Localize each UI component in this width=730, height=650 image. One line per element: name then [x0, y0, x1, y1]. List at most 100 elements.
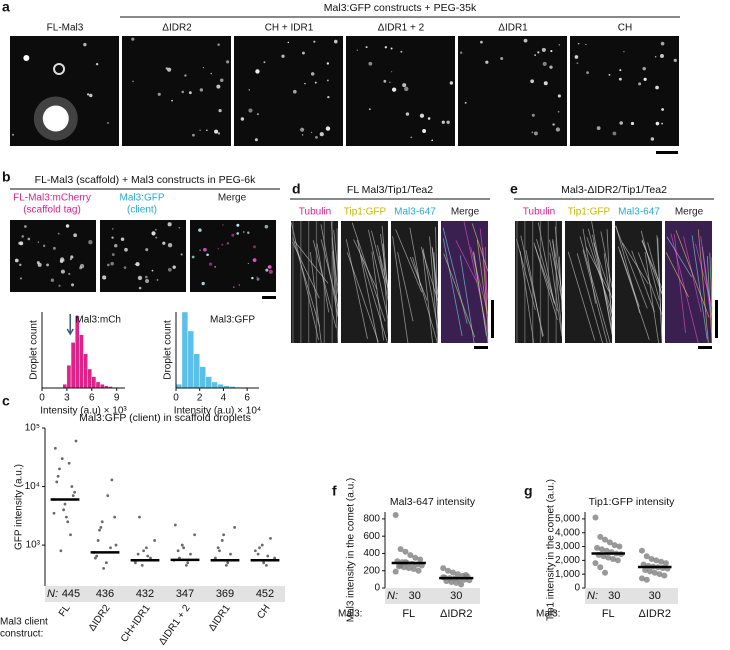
x-tick-label: 0 [39, 393, 45, 404]
droplet [555, 127, 561, 132]
droplet [256, 276, 258, 278]
y-tick-label: 600 [363, 531, 380, 542]
data-point [405, 565, 412, 572]
droplet [327, 95, 330, 99]
scale-bar [262, 296, 276, 299]
micrograph [122, 36, 231, 146]
droplet [138, 286, 142, 290]
droplet [255, 69, 260, 74]
droplet [123, 266, 127, 269]
data-point [142, 549, 146, 553]
panel-title: Mal3:GFP constructs + PEG-35k [324, 2, 477, 14]
droplet [557, 94, 561, 98]
comet-track [533, 242, 558, 321]
data-point [638, 547, 645, 554]
data-point [114, 543, 118, 547]
droplet [89, 93, 93, 98]
data-point [53, 446, 57, 450]
image-label: FL-Mal3 [47, 23, 84, 34]
droplet [86, 93, 90, 96]
y-tick-label: 0 [374, 583, 380, 594]
comet-track [615, 225, 641, 314]
data-point [59, 549, 63, 553]
hist-bar [79, 334, 84, 389]
droplet [623, 50, 625, 53]
droplet [165, 67, 168, 70]
comet-track [622, 242, 649, 285]
hist-bar [199, 366, 206, 389]
comet-track [587, 228, 613, 321]
hist-bar [211, 381, 218, 389]
droplet [19, 277, 23, 280]
droplet [206, 253, 209, 257]
y-axis-label: Droplet count [163, 320, 174, 380]
droplet [145, 248, 149, 252]
data-point [260, 543, 264, 547]
image-label: ΔIDR2 [162, 23, 192, 34]
droplet [181, 90, 185, 94]
droplet [534, 54, 536, 56]
droplet [480, 40, 483, 44]
y-axis-label: Droplet count [29, 320, 40, 380]
y-tick-label: 400 [363, 548, 380, 559]
droplet [431, 139, 434, 142]
droplet [71, 283, 75, 287]
droplet [151, 231, 156, 236]
n-label: N: [47, 588, 58, 600]
panel-label: c [2, 393, 10, 409]
data-point [220, 539, 224, 542]
data-point [258, 546, 261, 550]
channel-label: Merge [218, 193, 247, 204]
y-tick-label: 2,000 [555, 555, 580, 566]
droplet [301, 134, 304, 136]
droplet [95, 62, 99, 66]
droplet [427, 117, 431, 120]
droplet [612, 131, 617, 136]
category-label: ΔIDR1 + 2 [157, 603, 193, 648]
data-point [651, 569, 658, 576]
droplet [251, 276, 254, 280]
data-point [602, 569, 609, 576]
comet-track [471, 223, 489, 272]
droplet [531, 131, 534, 134]
data-point [392, 512, 399, 519]
droplet [558, 44, 561, 46]
comet-track [371, 251, 385, 341]
droplet [254, 138, 258, 142]
droplet [574, 55, 579, 59]
chart-title: Mal3-647 intensity [390, 496, 476, 508]
data-point [110, 478, 114, 482]
droplet [217, 248, 219, 250]
droplet [217, 132, 221, 135]
droplet [236, 223, 240, 227]
droplet [14, 258, 19, 263]
comet-track [615, 225, 648, 309]
data-point [256, 552, 260, 556]
droplet [202, 67, 205, 69]
comet-track [576, 253, 603, 344]
droplet [585, 43, 587, 46]
droplet [238, 284, 241, 286]
droplet [216, 84, 221, 89]
channel-label: Tip1:GFP [344, 207, 387, 218]
comet-track [292, 237, 321, 327]
n-value: 436 [96, 588, 114, 600]
droplet [167, 267, 172, 272]
droplet [315, 135, 318, 139]
droplet [500, 56, 504, 61]
n-value: 347 [176, 588, 194, 600]
channel-label: Tubulin [299, 207, 331, 218]
droplet [171, 99, 173, 102]
micrograph [570, 36, 679, 146]
n-label: N: [587, 590, 598, 602]
droplet [650, 137, 655, 141]
panel-label: d [292, 181, 301, 197]
data-point [643, 576, 650, 583]
image-label: ΔIDR1 + 2 [378, 23, 425, 34]
data-point [224, 563, 228, 567]
droplet [268, 269, 273, 274]
comet-track [582, 249, 608, 344]
droplet [155, 236, 158, 239]
comet-track [392, 236, 409, 344]
category-label: FL [402, 608, 415, 620]
